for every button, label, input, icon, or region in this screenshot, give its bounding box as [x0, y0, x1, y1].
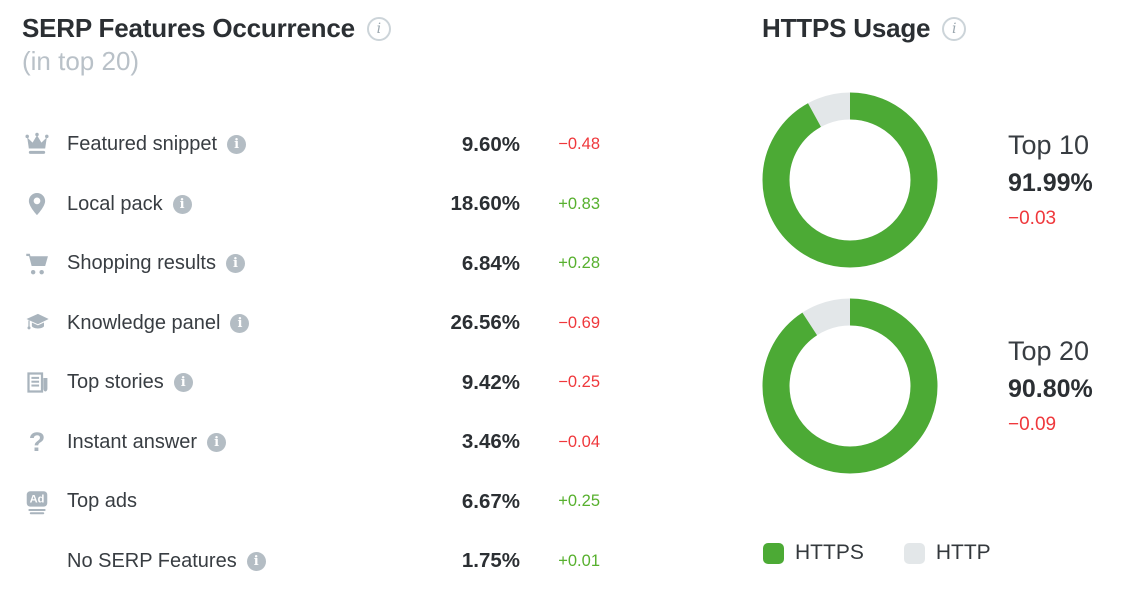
- question-mark-icon: ?: [28, 426, 46, 457]
- donut-top20-label: Top 20: [1008, 336, 1090, 366]
- feature-change: −0.25: [558, 373, 600, 392]
- feature-label: Top ads: [67, 490, 138, 513]
- info-icon[interactable]: i: [172, 194, 192, 214]
- feature-row-shopping-results: Shopping results i 6.84% +0.28: [22, 234, 600, 294]
- donut-top10-label: Top 10: [1008, 130, 1090, 160]
- serp-features-panel: SERP Features Occurrence i (in top 20) F…: [22, 12, 600, 591]
- feature-row-no-serp-features: No SERP Features i 1.75% +0.01: [22, 532, 600, 592]
- feature-row-top-ads: Ad Top ads 6.67% +0.25: [22, 472, 600, 532]
- legend-item-https: HTTPS: [763, 541, 864, 565]
- feature-value: 6.67%: [461, 489, 520, 513]
- donut-top20-value: 90.80%: [1008, 375, 1093, 403]
- legend-label: HTTP: [935, 541, 991, 564]
- https-usage-panel: HTTPS Usage i Top 10 91.99% −0.03 Top 20…: [762, 12, 1122, 592]
- location-pin-icon: [22, 189, 52, 219]
- serp-feature-list: Featured snippet i 9.60% −0.48 Local pac…: [22, 115, 600, 591]
- legend-item-http: HTTP: [903, 541, 991, 565]
- info-icon[interactable]: i: [942, 16, 967, 41]
- feature-change: −0.04: [558, 432, 600, 451]
- feature-change: +0.01: [558, 551, 600, 570]
- info-icon[interactable]: i: [173, 373, 193, 393]
- feature-row-local-pack: Local pack i 18.60% +0.83: [22, 175, 600, 235]
- https-panel-title: HTTPS Usage: [762, 13, 931, 43]
- feature-value: 26.56%: [450, 311, 520, 335]
- donut-top10-value: 91.99%: [1008, 169, 1093, 197]
- newspaper-icon: [22, 368, 52, 398]
- https-legend: HTTPS HTTP: [763, 541, 1031, 565]
- info-icon[interactable]: i: [230, 313, 250, 333]
- svg-text:Ad: Ad: [30, 493, 45, 505]
- feature-value: 6.84%: [461, 251, 520, 275]
- feature-value: 1.75%: [461, 549, 520, 573]
- donut-top20-change: −0.09: [1008, 414, 1057, 435]
- feature-change: +0.83: [558, 194, 600, 213]
- feature-label: Local pack: [67, 192, 163, 215]
- feature-row-top-stories: Top stories i 9.42% −0.25: [22, 353, 600, 413]
- feature-value: 9.42%: [461, 370, 520, 394]
- feature-label: Top stories: [67, 371, 164, 394]
- info-icon[interactable]: i: [227, 135, 247, 155]
- feature-value: 3.46%: [461, 430, 520, 454]
- feature-change: −0.48: [558, 135, 600, 154]
- feature-change: +0.25: [558, 492, 600, 511]
- feature-label: Shopping results: [67, 252, 216, 275]
- legend-label: HTTPS: [795, 541, 864, 564]
- https-top10-block: Top 10 91.99% −0.03: [762, 92, 1093, 268]
- feature-row-featured-snippet: Featured snippet i 9.60% −0.48: [22, 115, 600, 175]
- http-swatch: [903, 542, 925, 564]
- graduation-cap-icon: [22, 308, 52, 338]
- shopping-cart-icon: [22, 249, 52, 279]
- https-swatch: [763, 542, 784, 564]
- feature-change: +0.28: [558, 254, 600, 273]
- info-icon[interactable]: i: [225, 254, 245, 274]
- feature-row-instant-answer: ? Instant answer i 3.46% −0.04: [22, 413, 600, 473]
- empty-icon-placeholder: [22, 546, 52, 576]
- feature-label: No SERP Features: [67, 549, 237, 572]
- feature-label: Featured snippet: [67, 133, 218, 156]
- feature-value: 18.60%: [450, 192, 520, 216]
- feature-change: −0.69: [558, 313, 600, 332]
- donut-chart-top20: [762, 298, 938, 474]
- https-top20-block: Top 20 90.80% −0.09: [762, 298, 1093, 474]
- feature-label: Knowledge panel: [67, 311, 221, 334]
- info-icon[interactable]: i: [246, 551, 266, 571]
- serp-panel-subtitle: (in top 20): [22, 46, 140, 76]
- info-icon[interactable]: i: [207, 432, 227, 452]
- donut-chart-top10: [762, 92, 938, 268]
- feature-value: 9.60%: [461, 132, 520, 156]
- feature-row-knowledge-panel: Knowledge panel i 26.56% −0.69: [22, 294, 600, 354]
- info-icon[interactable]: i: [366, 16, 391, 41]
- crown-icon: [22, 130, 52, 160]
- serp-panel-title: SERP Features Occurrence: [22, 13, 355, 43]
- ad-badge-icon: Ad: [22, 487, 52, 517]
- feature-label: Instant answer: [67, 430, 198, 453]
- donut-top10-change: −0.03: [1008, 208, 1057, 229]
